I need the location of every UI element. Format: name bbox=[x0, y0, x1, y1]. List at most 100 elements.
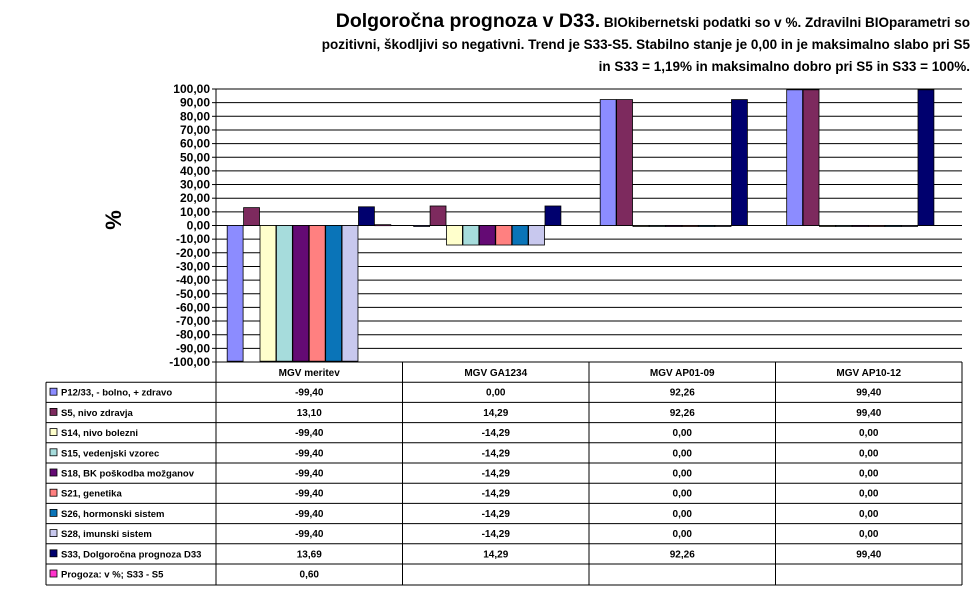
chart-title-line1: BIOkibernetski podatki so v %. Zdravilni… bbox=[603, 15, 970, 30]
bar bbox=[665, 225, 683, 227]
bar bbox=[341, 225, 359, 362]
legend-key bbox=[49, 569, 58, 578]
data-label: 99,40 bbox=[856, 408, 881, 419]
data-label: 14,29 bbox=[483, 408, 508, 419]
data-label: 0,00 bbox=[673, 529, 693, 540]
y-tick-label: -80,00 bbox=[176, 328, 210, 342]
data-label: 0,00 bbox=[859, 529, 879, 540]
data-label: 0,00 bbox=[486, 388, 506, 399]
bar bbox=[243, 207, 260, 226]
bar bbox=[308, 225, 326, 362]
legend-label: S14, nivo bolezni bbox=[61, 428, 138, 439]
legend-label: S26, hormonski sistem bbox=[61, 509, 164, 520]
y-tick-label: -40,00 bbox=[176, 273, 210, 287]
y-tick-label: 50,00 bbox=[180, 150, 210, 164]
legend-label: Progoza: v %; S33 - S5 bbox=[61, 570, 164, 581]
legend-label: S28, imunski sistem bbox=[61, 529, 152, 540]
data-label: 0,00 bbox=[859, 448, 879, 459]
data-label: -14,29 bbox=[482, 489, 511, 500]
bar bbox=[429, 205, 447, 226]
legend-label: P12/33, - bolno, + zdravo bbox=[61, 388, 172, 399]
legend-label: S33, Dolgoročna prognoza D33 bbox=[61, 549, 201, 560]
bar bbox=[901, 225, 918, 227]
data-label: -14,29 bbox=[482, 448, 511, 459]
y-tick-label: -30,00 bbox=[176, 259, 210, 273]
bar bbox=[325, 225, 342, 362]
y-tick-label: 10,00 bbox=[180, 205, 210, 219]
bar bbox=[276, 225, 293, 362]
bar bbox=[358, 206, 375, 226]
data-label: -14,29 bbox=[482, 469, 511, 480]
y-tick-label: -70,00 bbox=[176, 314, 210, 328]
bar bbox=[731, 99, 748, 226]
legend-label: S5, nivo zdravja bbox=[61, 408, 134, 419]
y-tick-label: -90,00 bbox=[176, 341, 210, 355]
y-tick-label: 20,00 bbox=[180, 191, 210, 205]
y-tick-label: 90,00 bbox=[180, 96, 210, 110]
y-tick-label: -10,00 bbox=[176, 232, 210, 246]
data-label: -99,40 bbox=[295, 448, 324, 459]
y-tick-label: -50,00 bbox=[176, 287, 210, 301]
bar bbox=[835, 225, 853, 227]
bar bbox=[495, 225, 513, 246]
legend-key bbox=[49, 488, 58, 497]
y-tick-label: -60,00 bbox=[176, 300, 210, 314]
bar bbox=[446, 225, 463, 246]
category-label: MGV AP01-09 bbox=[650, 368, 715, 379]
data-label: 92,26 bbox=[670, 388, 695, 399]
data-label: -99,40 bbox=[295, 388, 324, 399]
bar bbox=[917, 89, 935, 226]
data-label: 0,00 bbox=[673, 428, 693, 439]
y-tick-label: 30,00 bbox=[180, 178, 210, 192]
data-label: 0,00 bbox=[673, 448, 693, 459]
legend-key bbox=[49, 468, 58, 477]
bar bbox=[528, 225, 545, 246]
y-tick-label: 60,00 bbox=[180, 137, 210, 151]
y-tick-label: 80,00 bbox=[180, 109, 210, 123]
data-label: -14,29 bbox=[482, 529, 511, 540]
bar bbox=[714, 225, 732, 227]
bar bbox=[544, 205, 562, 226]
y-tick-label: -100,00 bbox=[169, 355, 210, 369]
bar bbox=[292, 225, 310, 362]
bar bbox=[851, 225, 869, 227]
data-label: -99,40 bbox=[295, 529, 324, 540]
bar bbox=[226, 225, 244, 362]
legend-key bbox=[49, 508, 58, 517]
legend-key bbox=[49, 529, 58, 537]
bar bbox=[478, 225, 496, 246]
chart-title-line3: in S33 = 1,19% in maksimalno dobro pri S… bbox=[598, 59, 970, 74]
bar bbox=[819, 225, 836, 227]
data-label: 92,26 bbox=[670, 549, 695, 560]
legend-label: S15, vedenjski vzorec bbox=[61, 448, 159, 459]
data-label: 13,69 bbox=[297, 549, 322, 560]
legend-key bbox=[49, 448, 58, 457]
legend-key bbox=[49, 549, 58, 558]
data-label: -99,40 bbox=[295, 469, 324, 480]
category-label: MGV AP10-12 bbox=[836, 368, 901, 379]
bar bbox=[511, 225, 529, 246]
bar bbox=[681, 225, 699, 227]
data-label: 92,26 bbox=[670, 408, 695, 419]
data-label: -14,29 bbox=[482, 428, 511, 439]
data-label: -99,40 bbox=[295, 428, 324, 439]
data-label: 0,00 bbox=[859, 428, 879, 439]
data-label: 0,60 bbox=[300, 570, 320, 581]
data-label: -14,29 bbox=[482, 509, 511, 520]
legend-key bbox=[49, 428, 58, 437]
chart-title-main: Dolgoročna prognoza v D33. bbox=[335, 10, 601, 32]
legend-label: S18, BK poškodba možganov bbox=[61, 469, 195, 480]
data-label: 99,40 bbox=[856, 388, 881, 399]
data-label: 0,00 bbox=[673, 469, 693, 480]
data-label: -99,40 bbox=[295, 489, 324, 500]
data-label: 99,40 bbox=[856, 549, 881, 560]
bar bbox=[802, 89, 820, 226]
bar bbox=[413, 225, 431, 227]
data-label: 13,10 bbox=[297, 408, 322, 419]
legend-label: S21, genetika bbox=[61, 489, 122, 500]
bar bbox=[632, 225, 650, 227]
data-label: 0,00 bbox=[859, 509, 879, 520]
data-label: 0,00 bbox=[859, 469, 879, 480]
chart-title: Dolgoročna prognoza v D33. BIOkibernetsk… bbox=[170, 10, 970, 78]
